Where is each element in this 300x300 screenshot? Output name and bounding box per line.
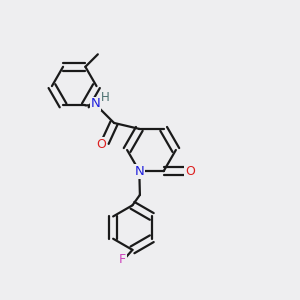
Text: N: N	[134, 165, 144, 178]
Text: H: H	[101, 91, 110, 104]
Text: O: O	[96, 138, 106, 151]
Text: N: N	[91, 98, 100, 110]
Text: F: F	[119, 254, 126, 266]
Text: O: O	[185, 165, 195, 178]
